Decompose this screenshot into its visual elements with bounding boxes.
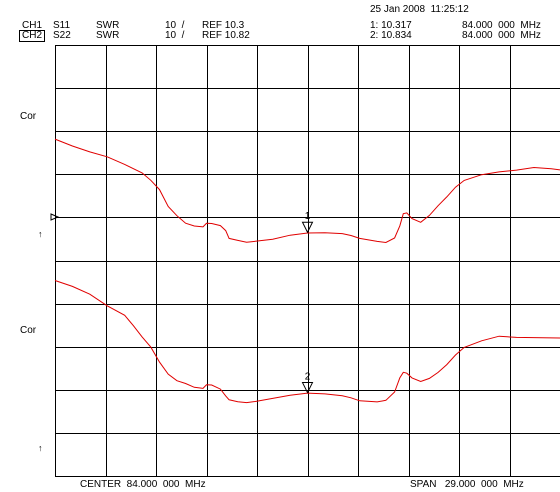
ch1-marker-value: 1: 10.317 bbox=[370, 20, 412, 31]
ch2-parameter: S22 bbox=[53, 30, 71, 41]
markers: 12 bbox=[301, 211, 314, 394]
ch2-label-active[interactable]: CH2 bbox=[18, 30, 46, 42]
trace-s22 bbox=[54, 280, 560, 404]
date-time: 25 Jan 2008 11:25:12 bbox=[370, 4, 469, 15]
marker-2-label: 2 bbox=[305, 372, 311, 383]
ch1-scale: 10 / bbox=[165, 20, 185, 31]
ch1-parameter: S11 bbox=[53, 20, 71, 31]
ch1-marker-frequency: 84.000 000 MHz bbox=[462, 20, 541, 31]
correction-indicator-ch2: Cor bbox=[20, 325, 37, 336]
ch2-marker-frequency: 84.000 000 MHz bbox=[462, 30, 541, 41]
up-arrow-icon: ↑ bbox=[38, 443, 43, 453]
graticule bbox=[55, 45, 560, 477]
span-frequency: SPAN 29.000 000 MHz bbox=[410, 479, 524, 490]
up-arrow-icon: ↑ bbox=[38, 229, 43, 239]
ch1-label[interactable]: CH1 bbox=[22, 20, 43, 31]
ch2-marker-value: 2: 10.834 bbox=[370, 30, 412, 41]
center-frequency: CENTER 84.000 000 MHz bbox=[80, 479, 206, 490]
ch1-reference: REF 10.3 bbox=[202, 20, 245, 31]
correction-indicator-ch1: Cor bbox=[20, 111, 37, 122]
marker-1-label: 1 bbox=[305, 211, 311, 222]
traces bbox=[54, 138, 560, 404]
marker-1-triangle bbox=[301, 221, 314, 234]
ch2-scale: 10 / bbox=[165, 30, 185, 41]
trace-s11 bbox=[54, 138, 560, 244]
ch2-format: SWR bbox=[96, 30, 120, 41]
ch2-reference: REF 10.82 bbox=[202, 30, 250, 41]
ch1-format: SWR bbox=[96, 20, 120, 31]
marker-2-triangle bbox=[301, 382, 314, 394]
reference-position-icon bbox=[50, 213, 60, 221]
